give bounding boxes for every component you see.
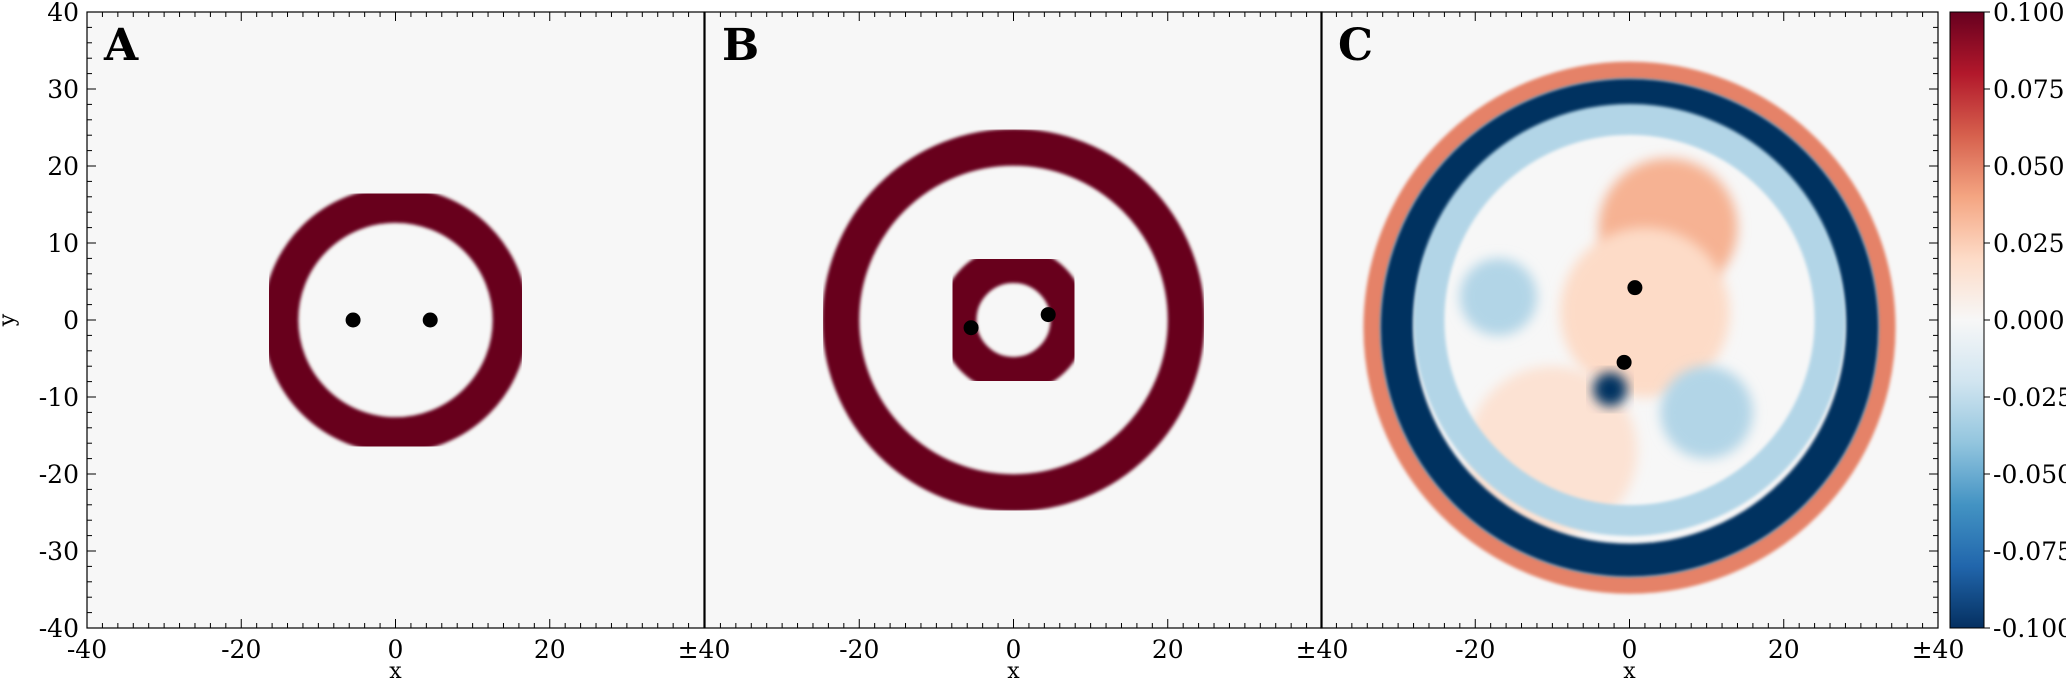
- colorbar-tick-label: -0.025: [1993, 383, 2066, 412]
- panel-label-c: C: [1338, 20, 1373, 71]
- black-hole-marker: [1627, 280, 1643, 296]
- x-tick-label: ±40: [1296, 635, 1349, 664]
- field-ring: [1363, 61, 1896, 594]
- x-tick-label: -20: [1455, 635, 1495, 664]
- colorbar-tick-label: 0.050: [1993, 152, 2065, 181]
- y-tick-label: 20: [47, 152, 79, 181]
- colorbar-tick-label: -0.050: [1993, 460, 2066, 489]
- field-ring: [1413, 104, 1846, 536]
- x-tick-label: -40: [67, 635, 107, 664]
- black-hole-marker: [1616, 354, 1632, 370]
- y-tick-label: 10: [47, 229, 79, 258]
- colorbar-tick-label: 0.100: [1993, 0, 2065, 27]
- y-tick-label: -20: [39, 460, 79, 489]
- colorbar-tick-label: 0.025: [1993, 229, 2065, 258]
- x-tick-label: -20: [221, 635, 261, 664]
- heatmap-panel-c: [1321, 12, 1938, 628]
- field-blob: [1660, 366, 1753, 459]
- x-tick-label: ±40: [1912, 635, 1965, 664]
- heatmap-panel-a: [87, 12, 704, 628]
- x-tick-label: 20: [1152, 635, 1184, 664]
- panel-label-a: A: [103, 20, 139, 71]
- field-blob: [1560, 227, 1730, 398]
- x-tick-label: 0: [388, 635, 404, 664]
- colorbar-tick-label: 0.000: [1993, 306, 2065, 335]
- colorbar-tick-label: -0.100: [1993, 614, 2066, 643]
- black-hole-marker: [963, 320, 979, 336]
- field-ring: [822, 128, 1205, 512]
- y-tick-label: 40: [47, 0, 79, 27]
- x-axis-label: x: [389, 659, 402, 681]
- panel-background: [87, 12, 704, 628]
- y-tick-label: 0: [63, 306, 79, 335]
- x-tick-label: 20: [534, 635, 566, 664]
- y-axis-label: y: [0, 313, 20, 327]
- colorbar-gradient: [1949, 11, 1985, 629]
- black-hole-marker: [422, 312, 438, 328]
- x-tick-label: 20: [1768, 635, 1800, 664]
- x-tick-label: -20: [839, 635, 879, 664]
- y-tick-label: -40: [39, 614, 79, 643]
- x-tick-label: 0: [1006, 635, 1022, 664]
- plot-area: [87, 12, 1938, 628]
- x-tick-label: ±40: [678, 635, 731, 664]
- black-hole-marker: [1040, 307, 1056, 323]
- axes: A -40 -20 0 20 ±40 x 40 30 20 10 0 -10 -20 -30 -40 y B -20…: [0, 0, 1964, 681]
- field-ring: [1380, 78, 1879, 577]
- y-tick-label: 30: [47, 75, 79, 104]
- panel-label-b: B: [722, 20, 759, 71]
- x-axis-label: x: [1007, 659, 1020, 681]
- y-tick-label: -10: [39, 383, 79, 412]
- y-tick-label: -30: [39, 537, 79, 566]
- field-ring: [262, 187, 529, 453]
- field-blob: [1459, 258, 1537, 336]
- x-axis-label: x: [1623, 659, 1636, 681]
- colorbar-tick-label: 0.075: [1993, 75, 2065, 104]
- field-ring: [940, 246, 1087, 394]
- x-tick-label: 0: [1622, 635, 1638, 664]
- black-hole-marker: [345, 312, 361, 328]
- colorbar: 0.100 0.075 0.050 0.025 0.000 -0.025 -0.050 -0.…: [1949, 0, 2066, 643]
- colorbar-tick-label: -0.075: [1993, 537, 2066, 566]
- panel-background: [705, 12, 1322, 628]
- heatmap-panel-b: [705, 12, 1322, 628]
- field-blob: [1593, 372, 1628, 407]
